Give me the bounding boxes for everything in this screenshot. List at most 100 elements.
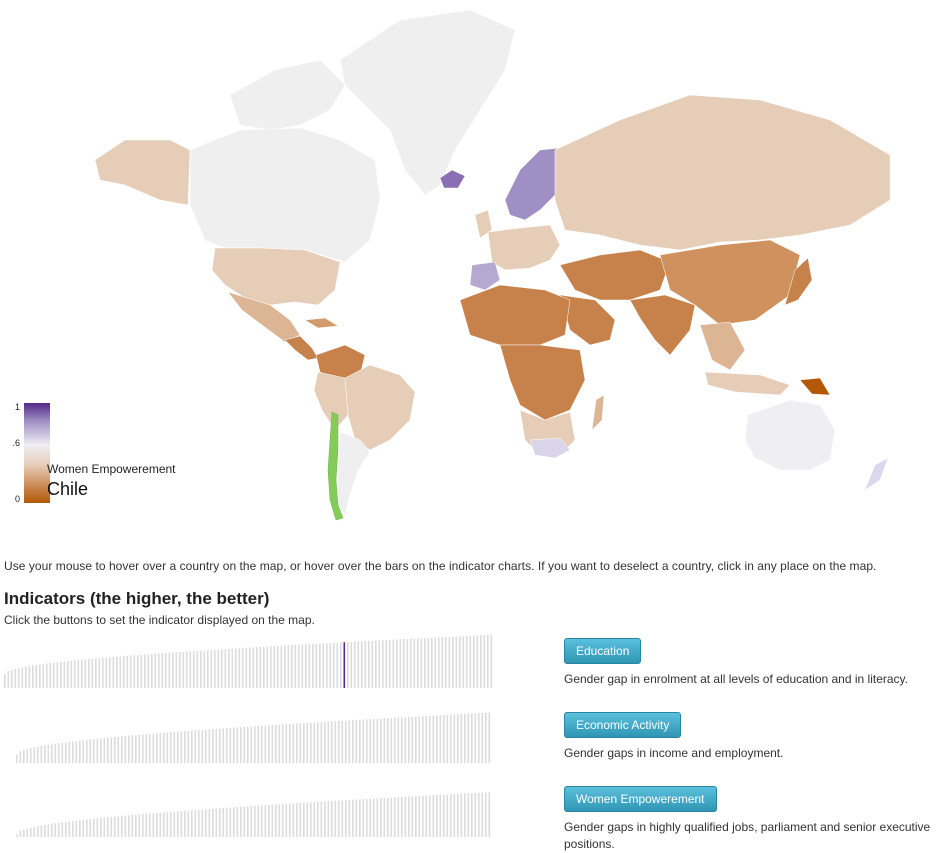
indicator-bar[interactable] [261, 805, 263, 837]
indicator-bar[interactable] [490, 634, 493, 688]
indicator-bar[interactable] [310, 802, 312, 837]
indicator-bar[interactable] [420, 638, 423, 688]
country-canada-islands[interactable] [229, 59, 346, 131]
indicator-bar[interactable] [42, 664, 45, 688]
indicator-bar[interactable] [177, 811, 179, 837]
indicator-bar[interactable] [205, 729, 207, 763]
indicator-bar[interactable] [427, 637, 430, 688]
indicator-bar[interactable] [453, 714, 456, 764]
indicator-bar[interactable] [438, 637, 440, 688]
indicator-bar[interactable] [268, 725, 270, 763]
indicator-bar[interactable] [406, 639, 409, 688]
indicator-bar[interactable] [306, 722, 309, 763]
indicator-bar[interactable] [166, 732, 169, 764]
world-map-area[interactable]: 1 .6 0 Women Empowerement Chile [0, 0, 944, 540]
education-bar-chart[interactable] [4, 632, 495, 688]
indicator-bar[interactable] [30, 748, 32, 763]
indicator-bar[interactable] [110, 737, 113, 763]
indicator-bar[interactable] [383, 798, 386, 837]
indicator-bar[interactable] [315, 643, 318, 688]
indicator-bar[interactable] [194, 730, 197, 763]
country-new-zealand[interactable] [864, 457, 889, 491]
indicator-bar[interactable] [222, 728, 225, 763]
country-cuba[interactable] [304, 317, 339, 329]
indicator-bar[interactable] [310, 722, 312, 763]
indicator-bar[interactable] [198, 809, 200, 837]
indicator-bar[interactable] [483, 635, 486, 688]
indicator-bar[interactable] [21, 667, 24, 688]
country-peru-bolivia[interactable] [313, 371, 349, 431]
indicator-bar[interactable] [187, 810, 190, 838]
indicator-bar[interactable] [212, 729, 214, 763]
indicator-bar[interactable] [474, 713, 477, 763]
indicator-bar[interactable] [298, 644, 300, 688]
indicator-bar[interactable] [72, 741, 74, 763]
indicator-bar[interactable] [86, 819, 88, 837]
bar-selected-country[interactable] [343, 642, 346, 688]
indicator-bar[interactable] [296, 803, 298, 837]
indicator-bar[interactable] [439, 794, 442, 837]
indicator-bar[interactable] [350, 641, 353, 688]
indicator-bar[interactable] [301, 644, 304, 689]
indicator-bar[interactable] [329, 643, 332, 688]
country-alaska[interactable] [94, 139, 191, 206]
country-chile[interactable] [327, 411, 344, 521]
country-south-africa[interactable] [529, 437, 571, 459]
country-india[interactable] [629, 294, 696, 356]
indicator-bar[interactable] [47, 744, 50, 763]
indicator-bar[interactable] [229, 807, 232, 838]
indicator-bar[interactable] [231, 648, 234, 688]
indicator-bar[interactable] [56, 662, 59, 688]
indicator-bar[interactable] [156, 733, 158, 763]
indicator-bar[interactable] [37, 826, 39, 837]
indicator-bar[interactable] [404, 717, 407, 763]
indicator-bar[interactable] [236, 727, 239, 763]
indicator-bar[interactable] [35, 665, 38, 688]
indicator-bar[interactable] [93, 818, 95, 837]
indicator-bar[interactable] [306, 802, 309, 838]
indicator-bar[interactable] [320, 801, 323, 837]
indicator-bar[interactable] [46, 663, 48, 689]
indicator-bar[interactable] [469, 635, 472, 688]
indicator-bar[interactable] [165, 653, 167, 688]
indicator-bar[interactable] [404, 796, 407, 837]
indicator-bar[interactable] [327, 721, 330, 763]
country-iceland[interactable] [439, 169, 466, 189]
indicator-bar[interactable] [58, 743, 60, 763]
indicator-bar[interactable] [292, 803, 295, 837]
indicator-bar[interactable] [180, 731, 183, 763]
indicator-bar[interactable] [324, 721, 326, 763]
indicator-bar[interactable] [135, 814, 137, 837]
indicator-bar[interactable] [287, 645, 290, 688]
indicator-bar[interactable] [289, 724, 291, 763]
indicator-bar[interactable] [471, 713, 473, 764]
indicator-bar[interactable] [226, 807, 228, 837]
indicator-bar[interactable] [418, 796, 421, 837]
economic-activity-button[interactable]: Economic Activity [564, 712, 682, 738]
country-argentina[interactable] [337, 431, 371, 516]
indicator-bar[interactable] [229, 727, 232, 763]
indicator-bar[interactable] [103, 817, 106, 837]
indicator-bar[interactable] [313, 802, 316, 837]
indicator-bar[interactable] [119, 656, 122, 688]
indicator-bar[interactable] [44, 824, 46, 837]
indicator-bar[interactable] [417, 638, 419, 688]
indicator-bar[interactable] [340, 642, 342, 688]
indicator-bar[interactable] [179, 652, 181, 688]
indicator-bar[interactable] [180, 811, 183, 837]
indicator-bar[interactable] [418, 716, 421, 763]
indicator-bar[interactable] [25, 666, 27, 688]
indicator-bar[interactable] [394, 717, 396, 763]
indicator-bar[interactable] [88, 659, 90, 688]
indicator-bar[interactable] [387, 718, 389, 763]
indicator-bar[interactable] [219, 808, 221, 837]
indicator-bar[interactable] [383, 718, 386, 763]
indicator-bar[interactable] [345, 720, 347, 763]
indicator-bar[interactable] [222, 808, 225, 837]
indicator-bar[interactable] [26, 828, 29, 837]
indicator-bar[interactable] [68, 741, 71, 763]
indicator-bar[interactable] [371, 640, 374, 688]
education-button[interactable]: Education [564, 638, 642, 664]
indicator-bar[interactable] [317, 801, 319, 837]
indicator-bar[interactable] [91, 658, 94, 688]
